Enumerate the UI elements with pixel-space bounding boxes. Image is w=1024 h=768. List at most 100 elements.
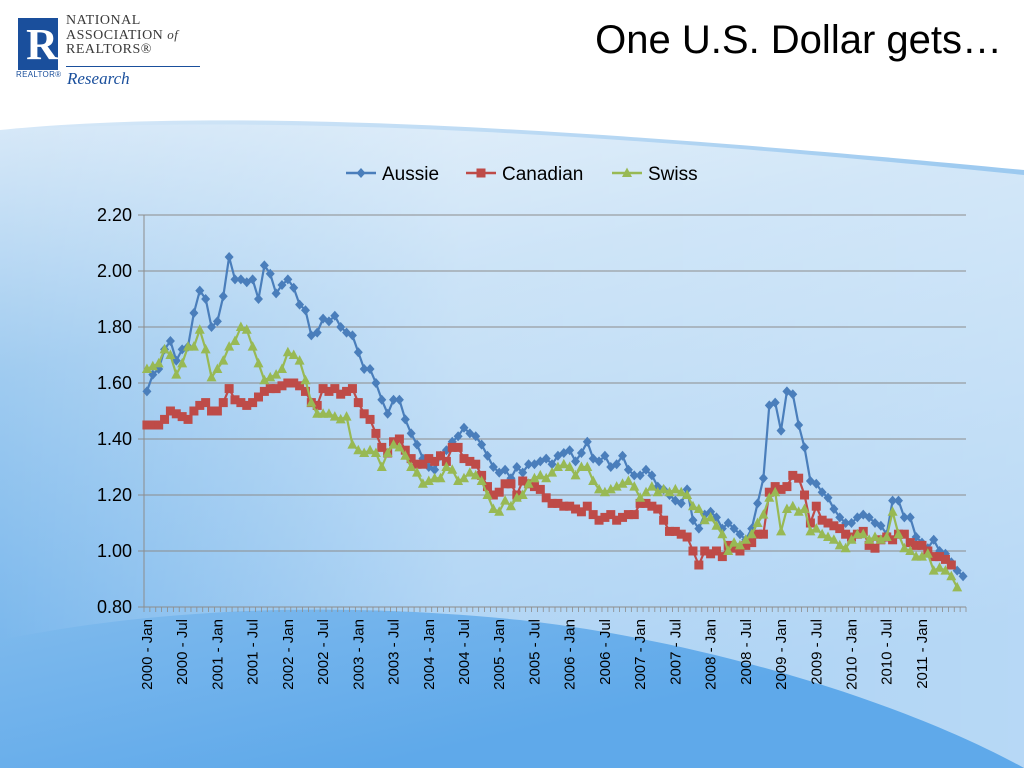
data-point-marker (875, 534, 886, 544)
data-point-marker (206, 371, 217, 382)
data-point-marker (647, 501, 657, 511)
data-point-marker (177, 357, 188, 368)
data-point-marker (505, 500, 516, 511)
x-tick-label: 2001 - Jul (245, 619, 262, 685)
data-point-marker (659, 515, 669, 525)
data-point-marker (347, 439, 358, 449)
y-axis-ticks: 0.80 1.00 1.20 1.40 1.60 1.80 2.00 2.20 (97, 205, 144, 617)
data-point-marker (653, 504, 663, 514)
data-point-marker (441, 456, 451, 466)
data-point-marker (916, 551, 927, 561)
data-point-marker (194, 324, 205, 334)
data-point-marker (511, 492, 522, 502)
data-point-marker (899, 529, 909, 539)
data-point-marker (670, 526, 680, 536)
x-tick-label: 2005 - Jul (526, 619, 543, 685)
data-point-marker (148, 420, 158, 430)
data-point-marker (423, 475, 434, 485)
data-point-marker (406, 428, 416, 439)
data-point-marker (782, 482, 792, 492)
data-point-marker (300, 305, 310, 316)
data-point-marker (353, 347, 363, 358)
data-point-marker (271, 288, 281, 299)
data-point-marker (940, 565, 951, 575)
data-point-marker (576, 448, 586, 458)
data-point-marker (552, 461, 563, 471)
data-point-marker (753, 498, 763, 509)
data-point-marker (622, 167, 632, 177)
data-point-marker (482, 489, 493, 499)
data-point-marker (770, 397, 780, 408)
data-point-marker (565, 445, 575, 456)
data-point-marker (706, 506, 716, 517)
x-tick-label: 2009 - Jan (773, 619, 790, 690)
data-point-marker (618, 450, 628, 461)
data-point-marker (576, 507, 586, 517)
data-point-marker (318, 384, 328, 394)
data-point-marker (688, 515, 698, 526)
data-point-marker (371, 378, 381, 388)
data-point-marker (259, 260, 269, 271)
data-point-marker (471, 431, 481, 442)
data-point-marker (905, 545, 916, 555)
data-point-marker (453, 442, 463, 452)
data-point-marker (800, 442, 810, 453)
data-point-marker (342, 386, 352, 396)
data-point-marker (394, 441, 405, 452)
data-point-marker (758, 473, 768, 484)
data-point-marker (817, 515, 827, 525)
data-point-marker (928, 565, 939, 575)
data-point-marker (547, 498, 557, 508)
data-point-marker (330, 384, 340, 394)
data-point-marker (629, 510, 639, 520)
data-point-marker (541, 453, 551, 464)
data-point-marker (623, 464, 633, 475)
data-point-marker (612, 459, 622, 470)
x-tick-label: 2006 - Jul (597, 619, 614, 685)
data-point-marker (829, 504, 839, 514)
data-point-marker (235, 321, 246, 331)
data-point-marker (271, 369, 282, 379)
data-point-marker (529, 472, 540, 483)
data-point-marker (488, 462, 498, 472)
x-tick-label: 2001 - Jan (209, 619, 226, 690)
data-point-marker (212, 363, 223, 373)
data-point-marker (447, 442, 457, 452)
data-point-marker (711, 520, 722, 530)
data-point-marker (535, 484, 545, 494)
data-point-marker (189, 308, 199, 318)
data-point-marker (356, 168, 366, 178)
data-point-marker (646, 481, 657, 491)
data-point-marker (893, 528, 904, 539)
data-point-marker (183, 414, 193, 424)
data-point-marker (295, 299, 305, 310)
data-point-marker (200, 343, 211, 354)
data-point-marker (276, 363, 287, 373)
data-point-marker (687, 500, 698, 511)
data-point-marker (406, 461, 417, 471)
data-point-marker (294, 355, 305, 365)
data-point-marker (341, 411, 352, 421)
data-point-marker (688, 546, 698, 556)
chart-legend: Aussie Canadian Swiss (346, 164, 698, 185)
data-point-marker (282, 346, 293, 357)
org-line-3: REALTORS® (66, 42, 152, 57)
data-point-marker (242, 400, 252, 410)
data-point-marker (347, 384, 357, 394)
data-point-marker (230, 335, 241, 345)
data-point-marker (800, 490, 810, 500)
chart-series (141, 252, 968, 592)
data-point-marker (835, 524, 845, 534)
data-point-marker (253, 392, 263, 402)
data-point-marker (770, 486, 781, 497)
data-point-marker (535, 469, 546, 480)
logo-research-label: Research (67, 69, 130, 88)
y-tick-label: 2.20 (97, 205, 132, 225)
data-point-marker (142, 420, 152, 430)
data-point-marker (706, 549, 716, 559)
data-point-marker (236, 398, 246, 408)
data-point-marker (529, 482, 539, 492)
x-tick-label: 2008 - Jul (738, 619, 755, 685)
data-point-marker (188, 341, 199, 351)
x-tick-label: 2000 - Jan (139, 619, 156, 690)
